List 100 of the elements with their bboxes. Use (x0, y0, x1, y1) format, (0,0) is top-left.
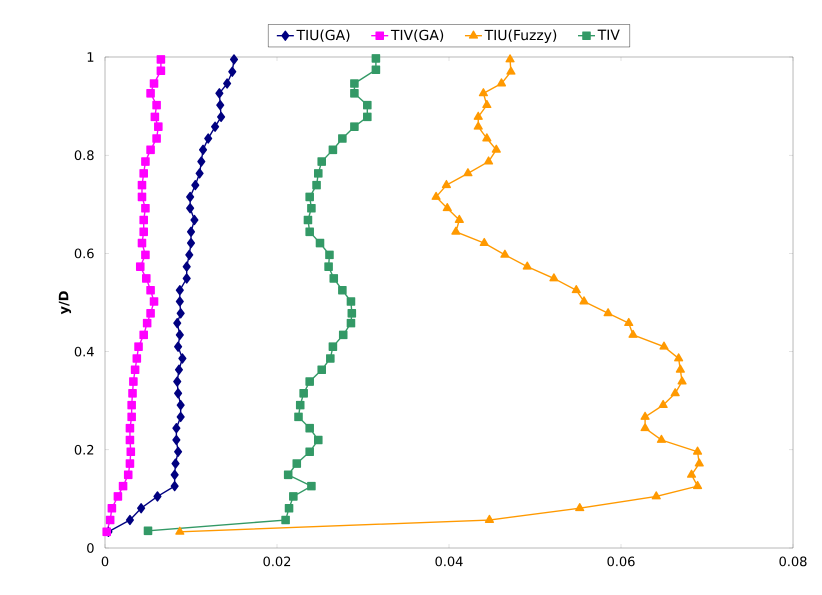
point (305, 447, 314, 456)
point (328, 342, 338, 351)
legend-label: TIU(GA) (296, 29, 350, 42)
point (223, 78, 232, 89)
point (176, 285, 184, 296)
legend-label: TIU(Fuzzy) (484, 29, 556, 43)
point (474, 112, 483, 120)
point (442, 180, 452, 188)
point (350, 79, 359, 88)
point (432, 192, 441, 200)
point (186, 238, 196, 248)
point (126, 447, 136, 456)
point (549, 273, 559, 282)
x-tick-label: 0.04 (435, 556, 463, 566)
point (328, 146, 338, 154)
x-tick-label: 0.06 (607, 556, 635, 566)
point (463, 168, 473, 176)
point (324, 262, 333, 271)
point (176, 330, 184, 340)
point (575, 503, 584, 512)
point (314, 169, 323, 178)
point (146, 89, 155, 98)
point (176, 308, 185, 318)
point (292, 459, 302, 468)
point (640, 423, 650, 432)
point (305, 424, 314, 432)
point (127, 412, 136, 422)
point (178, 353, 186, 364)
y-tick-label: 0.2 (74, 444, 94, 455)
point (150, 79, 158, 88)
point (108, 504, 116, 513)
point (176, 296, 184, 307)
point (146, 286, 155, 295)
point (191, 180, 200, 190)
point (186, 226, 196, 237)
point (484, 156, 494, 165)
point (130, 365, 140, 374)
point (142, 274, 151, 283)
point (176, 412, 185, 422)
point (198, 144, 208, 155)
point (126, 424, 134, 432)
point (299, 389, 308, 398)
point (142, 318, 152, 328)
point (350, 122, 359, 132)
point (454, 214, 464, 223)
point (314, 436, 323, 444)
point (211, 122, 220, 132)
point (144, 526, 152, 536)
x-tick-label: 0 (102, 556, 108, 566)
point (325, 250, 334, 260)
point (138, 192, 146, 202)
point (284, 504, 294, 513)
point (185, 250, 194, 260)
point (186, 203, 194, 214)
point (692, 480, 702, 490)
point (478, 88, 488, 96)
point (338, 330, 348, 340)
point (304, 216, 312, 224)
point (216, 100, 224, 110)
point (129, 377, 138, 386)
point (138, 238, 146, 248)
point (474, 122, 483, 130)
point (128, 389, 137, 398)
point (505, 54, 515, 62)
point (307, 204, 316, 213)
point (326, 354, 335, 363)
point (170, 470, 179, 480)
point (152, 134, 161, 143)
point (294, 412, 303, 422)
y-tick-label: 1 (88, 52, 94, 62)
point (363, 100, 372, 110)
point (312, 180, 321, 190)
point (172, 434, 180, 446)
point (628, 330, 638, 338)
point (139, 169, 148, 178)
point (118, 482, 128, 490)
point (150, 297, 158, 306)
point (686, 470, 696, 478)
point (196, 168, 204, 179)
point (154, 122, 163, 132)
point (674, 353, 684, 362)
point (141, 157, 150, 166)
y-axis-title: y/D (58, 291, 72, 314)
point (281, 516, 290, 524)
point (174, 364, 184, 375)
point (492, 144, 501, 153)
point (670, 388, 680, 396)
x-tick-label: 0.02 (263, 556, 290, 566)
point (346, 297, 356, 306)
point (316, 238, 324, 248)
legend-label: TIV(GA) (390, 29, 444, 42)
point (692, 446, 702, 455)
point (230, 54, 238, 65)
point (640, 412, 650, 420)
point (350, 89, 359, 98)
point (174, 342, 182, 352)
point (170, 480, 179, 492)
point (217, 112, 226, 122)
point (141, 204, 150, 213)
point (174, 388, 182, 399)
